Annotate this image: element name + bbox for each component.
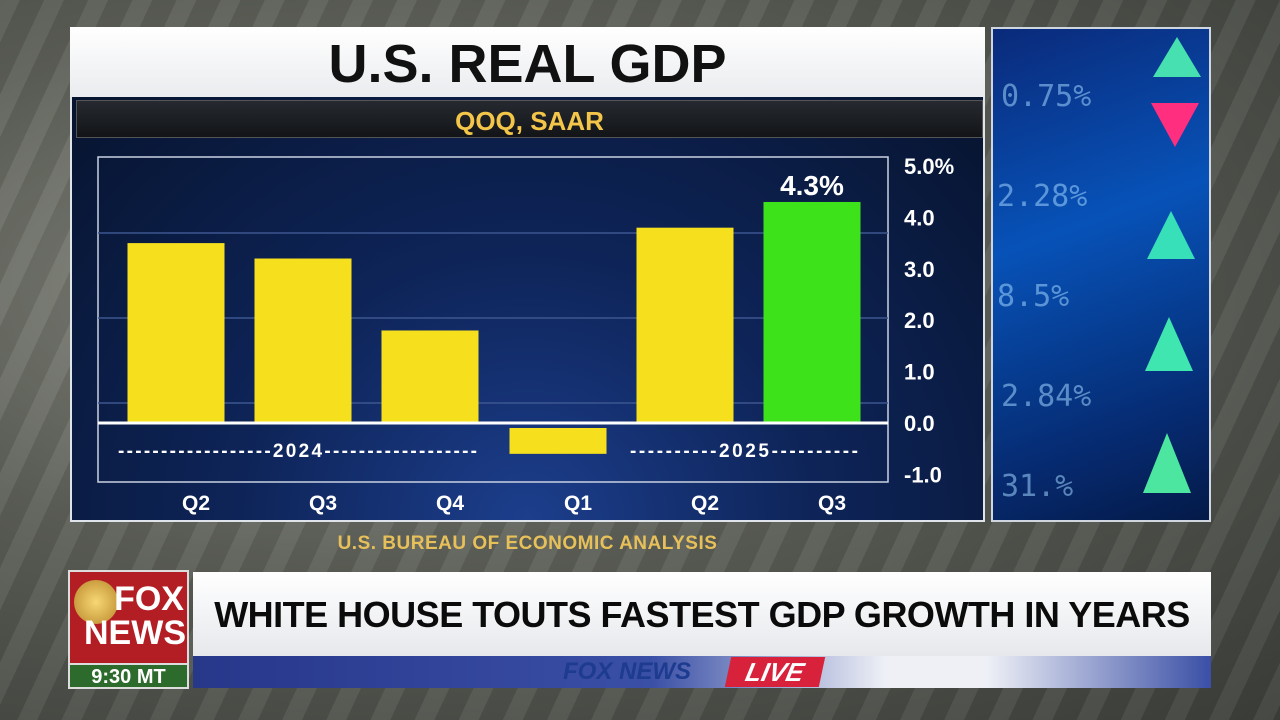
y-tick-label: -1.0 — [904, 462, 942, 487]
title-panel: U.S. REAL GDP — [70, 27, 985, 99]
gdp-bar-chart: Q2 Q3 Q4 Q1 Q2 Q3 4.3% 5.0% 4.0 3.0 2.0 1.0 0.0 -1.0 -… — [97, 154, 954, 515]
source-credit: U.S. BUREAU OF ECONOMIC ANALYSIS — [337, 533, 718, 554]
x-tick-label: Q2 — [182, 492, 210, 515]
bar-q3-1 — [254, 258, 352, 422]
subtitle-bar: QOQ, SAAR — [76, 100, 983, 138]
x-tick-label: Q3 — [309, 492, 337, 515]
gift-bow-icon — [74, 580, 118, 624]
y-tick-label: 1.0 — [904, 360, 935, 385]
bar-q2-0 — [127, 243, 225, 422]
down-arrow-icon — [1151, 103, 1199, 147]
bar-q4-2 — [381, 330, 479, 422]
y-tick-label: 4.0 — [904, 205, 935, 230]
headline-banner: WHITE HOUSE TOUTS FASTEST GDP GROWTH IN … — [193, 572, 1211, 656]
y-tick-label: 0.0 — [904, 411, 935, 436]
x-tick-label: Q3 — [818, 492, 846, 515]
y-tick-label: 3.0 — [904, 257, 935, 282]
network-bar: FOX NEWS LIVE — [193, 656, 1211, 688]
up-arrow-icon — [1143, 433, 1191, 493]
bar-q3-5 — [763, 201, 861, 422]
x-tick-label: Q4 — [436, 492, 464, 515]
up-arrow-icon — [1145, 317, 1193, 371]
live-badge: LIVE — [724, 657, 825, 687]
x-tick-label: Q1 — [564, 492, 592, 515]
chart-title: U.S. REAL GDP — [328, 34, 727, 94]
bar-q2-4 — [636, 227, 734, 422]
x-tick-label: Q2 — [691, 492, 719, 515]
fox-news-logo: FOX NEWS 9:30 MT — [68, 570, 189, 689]
chart-subtitle: QOQ, SAAR — [455, 106, 604, 136]
up-arrow-icon — [1153, 37, 1201, 77]
year-group-label: ------------------2024------------------ — [118, 441, 477, 462]
clock: 9:30 MT — [70, 663, 187, 688]
chart-panel: QOQ, SAAR Q2 Q3 Q4 Q1 Q2 Q3 4.3% 5.0% 4.0 3.0 2.0 1… — [70, 97, 985, 522]
headline: WHITE HOUSE TOUTS FASTEST GDP GROWTH IN … — [214, 594, 1190, 635]
fox-news-brand: FOX NEWS — [563, 658, 692, 685]
up-arrow-icon — [1147, 211, 1195, 259]
plot-frame — [97, 156, 889, 483]
y-tick-label: 2.0 — [904, 308, 935, 333]
year-group-label: ----------2025---------- — [630, 441, 858, 462]
stock-ticker-image: 0.75% 2.28% 8.5% 2.84% 31.% — [991, 27, 1211, 522]
data-label: 4.3% — [780, 170, 844, 201]
bar-q1-3 — [509, 428, 607, 454]
y-tick-label: 5.0% — [904, 154, 954, 179]
